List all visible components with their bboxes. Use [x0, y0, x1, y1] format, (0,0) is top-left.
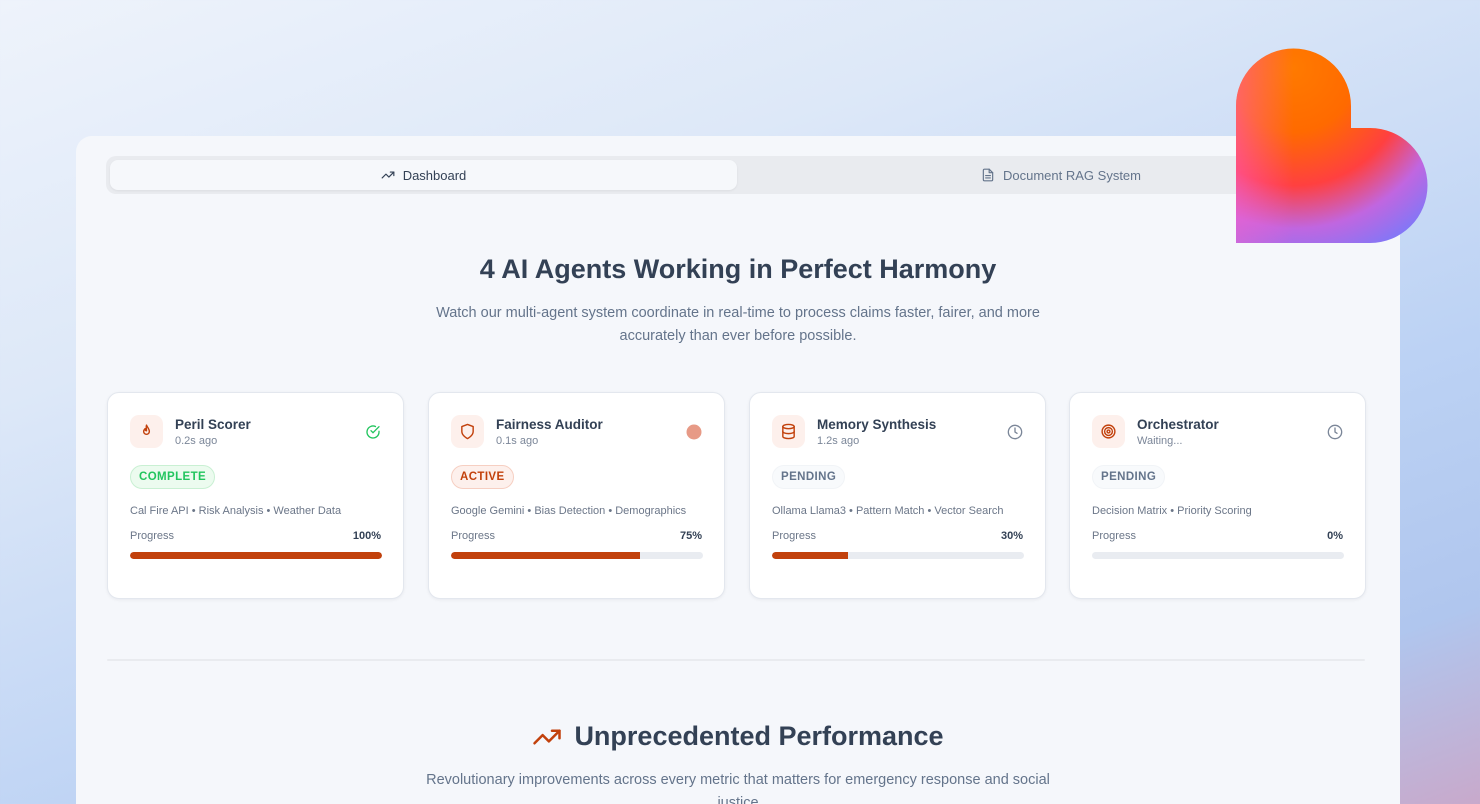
shield-icon	[461, 423, 474, 440]
agent-time: 0.1s ago	[496, 435, 539, 447]
agent-time: 0.2s ago	[175, 435, 218, 447]
progress-fill	[130, 552, 382, 559]
tab-dashboard[interactable]: Dashboard	[110, 160, 737, 190]
agent-name: Memory Synthesis	[817, 417, 937, 432]
status-badge: ACTIVE	[451, 465, 514, 489]
performance-subtitle: Revolutionary improvements across every …	[426, 772, 1050, 804]
agent-name: Fairness Auditor	[496, 417, 603, 432]
agent-card: Orchestrator Waiting... PENDING Decision…	[1069, 392, 1366, 599]
tab-label: Dashboard	[402, 167, 467, 183]
tab-bar: Dashboard Document RAG System	[106, 156, 1286, 194]
agent-card: Fairness Auditor 0.1s ago ACTIVE Google …	[428, 392, 725, 599]
agent-card: Peril Scorer 0.2s ago COMPLETE Cal Fire …	[107, 392, 404, 599]
database-icon	[782, 423, 795, 440]
agent-tags: Ollama Llama3 • Pattern Match • Vector S…	[772, 505, 1004, 517]
trending-up-icon	[533, 729, 562, 744]
trending-up-icon	[381, 171, 395, 179]
main-panel: Dashboard Document RAG System 4 AI Agent…	[76, 136, 1400, 804]
clock-icon	[1327, 424, 1343, 440]
target-icon	[1101, 424, 1116, 439]
agent-card: Memory Synthesis 1.2s ago PENDING Ollama…	[749, 392, 1046, 599]
progress-value: 30%	[1000, 530, 1023, 542]
progress-label: Progress	[772, 530, 817, 542]
progress-label: Progress	[130, 530, 175, 542]
progress-label: Progress	[1092, 530, 1137, 542]
status-badge: PENDING	[772, 465, 846, 489]
progress-label: Progress	[451, 530, 496, 542]
tab-document-rag[interactable]: Document RAG System	[741, 160, 1381, 190]
progress-bar	[1092, 552, 1344, 559]
clock-icon	[1007, 424, 1023, 440]
agent-tags: Decision Matrix • Priority Scoring	[1092, 505, 1252, 517]
check-circle-icon	[365, 424, 381, 440]
hero-title: 4 AI Agents Working in Perfect Harmony	[479, 254, 997, 284]
performance-title-text: Unprecedented Performance	[574, 721, 944, 751]
flame-icon	[142, 424, 151, 435]
progress-bar	[130, 552, 382, 559]
agent-tags: Cal Fire API • Risk Analysis • Weather D…	[130, 505, 342, 517]
section-divider	[107, 659, 1365, 661]
pulse-dot-icon	[686, 424, 702, 440]
agent-time: Waiting...	[1137, 435, 1183, 447]
progress-value: 100%	[352, 530, 381, 542]
progress-bar	[451, 552, 703, 559]
agent-icon-box	[1092, 415, 1125, 448]
agent-icon-box	[772, 415, 805, 448]
agent-icon-box	[451, 415, 484, 448]
progress-value: 75%	[679, 530, 702, 542]
heart-logo	[1236, 48, 1428, 243]
file-text-icon	[982, 168, 994, 182]
agent-name: Peril Scorer	[175, 417, 251, 432]
hero-subtitle: Watch our multi-agent system coordinate …	[436, 305, 1040, 344]
performance-title: Unprecedented Performance	[76, 721, 1400, 752]
agent-icon-box	[130, 415, 163, 448]
progress-fill	[772, 552, 848, 559]
progress-bar	[772, 552, 1024, 559]
progress-value: 0%	[1327, 530, 1343, 542]
agent-tags: Google Gemini • Bias Detection • Demogra…	[451, 505, 687, 517]
tab-label: Document RAG System	[1003, 167, 1141, 183]
status-badge: COMPLETE	[130, 465, 216, 489]
agent-time: 1.2s ago	[817, 435, 860, 447]
progress-fill	[451, 552, 640, 559]
status-badge: PENDING	[1092, 465, 1166, 489]
agent-name: Orchestrator	[1137, 417, 1219, 432]
